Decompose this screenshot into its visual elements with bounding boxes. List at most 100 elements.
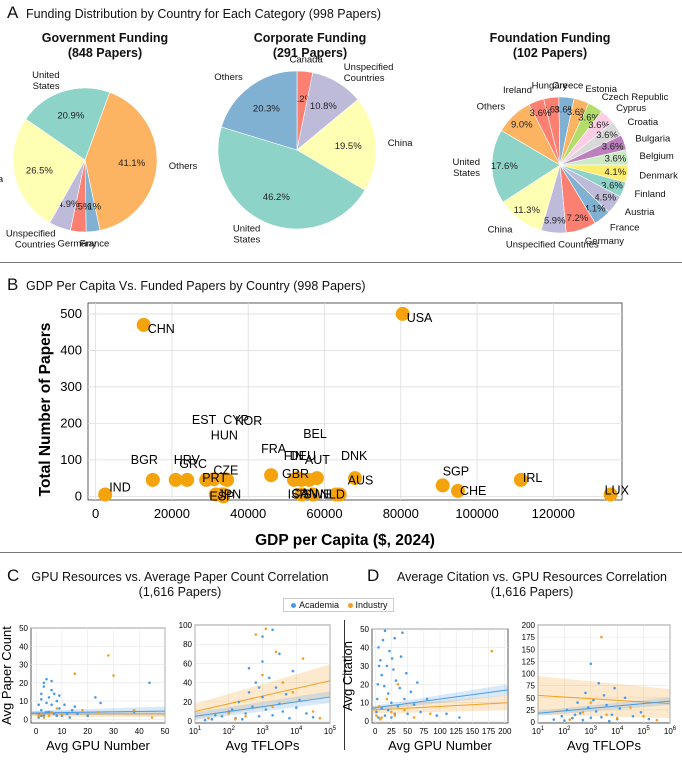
c-right-academia-point — [254, 681, 258, 684]
c-left-academia-point — [58, 694, 61, 697]
c-left-x-tick-label: 40 — [135, 727, 144, 736]
gdp-point-label: HRV — [174, 453, 201, 467]
c-right-academia-point — [298, 698, 301, 702]
found-pie-category-label: Austria — [625, 207, 655, 218]
gdp-point-label: ESP — [209, 489, 234, 503]
d-right-industry-point — [581, 711, 585, 714]
corp-pie-slice — [217, 126, 366, 230]
d-left-academia-point — [375, 710, 378, 714]
c-left-academia-point — [65, 712, 69, 716]
gdp-point-label: FIN — [284, 449, 304, 463]
found-pie-pct-label: 3.6% — [605, 154, 627, 165]
c-right-academia-point — [230, 708, 234, 711]
found-pie-category-label: Finland — [635, 189, 666, 200]
c-left-industry-point — [81, 708, 84, 712]
d-left-academia-point — [399, 655, 403, 658]
d-right-y-tick-label: 0 — [531, 718, 536, 727]
c-left-academia-point — [50, 688, 53, 692]
found-pie-pct-label: 3.6% — [596, 130, 618, 141]
corp-pie-title: Corporate Funding (291 Papers) — [225, 31, 395, 61]
c-left-academia-point — [86, 714, 89, 717]
gov-pie-title: Government Funding (848 Papers) — [20, 31, 190, 61]
d-left-industry-point — [380, 716, 384, 719]
c-left-x-tick-label: 30 — [109, 727, 118, 736]
found-pie-category-label: Hungary — [532, 81, 568, 92]
c-left-academia-point — [37, 716, 40, 719]
gdp-y-tick-label: 100 — [60, 452, 82, 467]
c-left-academia-point — [52, 712, 56, 716]
d-left-academia-point — [405, 671, 408, 675]
c-right-academia-point — [247, 691, 251, 694]
panel-c-title-line2: (1,616 Papers) — [138, 585, 222, 599]
corp-pie-slice — [221, 70, 298, 151]
c-right-y-tick-label: 100 — [179, 621, 193, 630]
c-right-academia-point — [244, 712, 247, 715]
d-right-industry-point — [600, 635, 603, 639]
d-left-academia-point — [377, 664, 381, 668]
c-left-academia-point — [47, 696, 51, 699]
d-left-academia-point — [379, 659, 382, 662]
c-right-academia-point — [281, 710, 285, 713]
c-left-y-tick-label: 40 — [19, 642, 28, 651]
c-right-industry-point — [261, 673, 264, 677]
d-left-academia-point — [390, 701, 393, 704]
c-left-y-tick-label: 10 — [19, 697, 28, 706]
d-left-industry-point — [412, 716, 416, 719]
gdp-point — [287, 472, 301, 487]
gdp-point — [98, 487, 113, 502]
c-right-industry-point — [234, 717, 237, 721]
c-left-y-tick-label: 30 — [19, 661, 28, 670]
c-left-academia-point — [73, 705, 77, 708]
c-right-industry-confidence-band — [195, 664, 330, 720]
c-right-academia-point — [271, 628, 274, 632]
corp-pie-category-label: United States — [233, 223, 261, 245]
c-left-academia-point — [47, 710, 51, 714]
c-left-academia-point — [55, 714, 59, 717]
d-left-y-tick-label: 20 — [360, 680, 369, 689]
gdp-x-tick-label: 120000 — [532, 506, 575, 521]
c-right-academia-point — [295, 706, 298, 709]
d-left-academia-point — [401, 631, 404, 634]
gov-pie-pct-label: 4.9% — [58, 199, 80, 210]
d-right-industry-point — [642, 714, 645, 718]
d-left-industry-point — [385, 697, 389, 701]
c-left-academia-point — [40, 714, 43, 717]
gdp-point — [603, 487, 618, 502]
d-left-x-tick-label: 125 — [450, 727, 464, 736]
found-pie-pct-label: 7.2% — [567, 213, 589, 224]
d-right-academia-point — [589, 662, 593, 666]
gov-pie-slice — [84, 91, 158, 231]
c-right-industry-point — [301, 657, 305, 660]
d-right-industry-confidence-band — [538, 675, 670, 719]
d-left-x-axis-label: Avg GPU Number — [388, 738, 492, 753]
gdp-point-label: NLD — [320, 488, 345, 502]
found-pie-slice — [491, 130, 561, 203]
d-left-academia-point — [380, 673, 384, 677]
gdp-point — [294, 487, 309, 502]
gov-pie-category-label: United States — [32, 70, 60, 92]
gdp-point-label: CZE — [213, 464, 238, 478]
d-left-academia-point — [390, 716, 393, 719]
c-right-x-tick-label: 102 — [223, 726, 236, 736]
corp-pie-pct-label: 3.2% — [291, 94, 313, 105]
found-pie-title: Foundation Funding (102 Papers) — [465, 31, 635, 61]
gov-pie-title-line2: (848 Papers) — [67, 46, 143, 60]
d-left-industry-point — [393, 714, 397, 717]
gdp-point-label: AUT — [305, 453, 330, 467]
gdp-point-label: PRT — [202, 471, 227, 485]
c-left-academia-point — [45, 710, 48, 714]
found-pie-category-label: Unspecified Countries — [506, 240, 599, 251]
d-right-academia-point — [618, 707, 622, 710]
d-left-academia-point — [435, 714, 439, 717]
d-right-academia-point — [576, 701, 579, 704]
c-left-academia-point — [99, 701, 102, 705]
gdp-x-tick-label: 80000 — [383, 506, 419, 521]
gdp-y-tick-label: 200 — [60, 415, 82, 430]
gdp-point-label: BGR — [131, 453, 158, 467]
c-left-industry-point — [50, 710, 53, 714]
gdp-point-label: IRL — [523, 471, 543, 485]
gov-pie-pct-label: 3.1% — [79, 202, 101, 213]
d-left-academia-point — [385, 664, 389, 668]
d-left-industry-trend-line — [371, 702, 509, 711]
found-pie-category-label: France — [610, 223, 640, 234]
